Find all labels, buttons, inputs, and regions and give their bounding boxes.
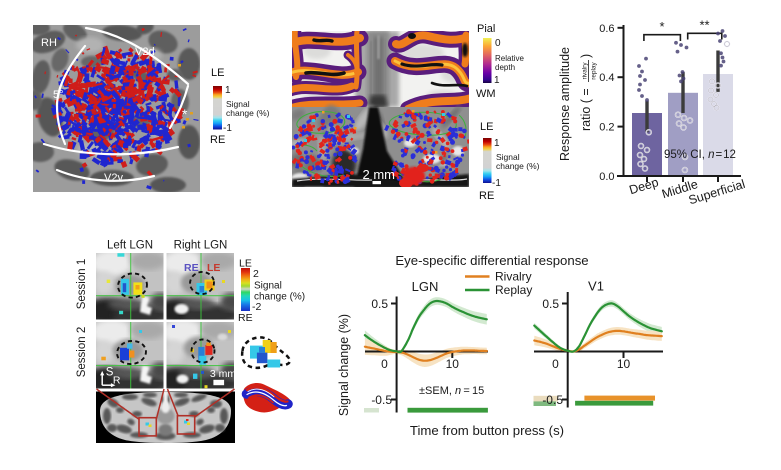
svg-text:RE: RE <box>184 262 199 274</box>
svg-text:V2d: V2d <box>135 46 155 58</box>
svg-text:-2: -2 <box>252 301 261 313</box>
svg-text:-0.5: -0.5 <box>371 393 392 407</box>
svg-text:Signal: Signal <box>496 152 520 162</box>
svg-text:0.0: 0.0 <box>599 171 614 183</box>
svg-text:RE: RE <box>238 312 253 324</box>
svg-text:RH: RH <box>41 37 57 49</box>
svg-text:0: 0 <box>381 357 388 371</box>
svg-text:): ) <box>579 54 593 58</box>
svg-text:1: 1 <box>225 85 231 96</box>
svg-text:Pial: Pial <box>477 23 495 35</box>
svg-text:**: ** <box>699 18 709 33</box>
svg-text:change (%): change (%) <box>254 292 305 303</box>
svg-text:0: 0 <box>495 38 501 49</box>
svg-text:Response amplitude: Response amplitude <box>558 47 572 161</box>
svg-text:WM: WM <box>476 88 496 100</box>
svg-text:0.4: 0.4 <box>599 72 614 84</box>
svg-text:-0.5: -0.5 <box>542 393 563 407</box>
svg-text:0.2: 0.2 <box>599 122 614 134</box>
svg-text:Replay: Replay <box>495 283 532 297</box>
svg-text:95% CI, n = 12: 95% CI, n = 12 <box>664 149 736 161</box>
svg-text:V1: V1 <box>588 279 604 294</box>
svg-text:-1: -1 <box>492 178 501 189</box>
svg-text:ratio ( =: ratio ( = <box>579 88 593 131</box>
svg-text:Session 1: Session 1 <box>76 259 88 310</box>
svg-text:Deep: Deep <box>627 175 660 197</box>
svg-text:10: 10 <box>617 357 631 371</box>
svg-text:Rivalry: Rivalry <box>495 270 532 284</box>
svg-text:Signal: Signal <box>254 281 282 292</box>
svg-text:2: 2 <box>253 268 259 280</box>
svg-text:S: S <box>106 366 114 378</box>
svg-text:LGN: LGN <box>412 279 439 294</box>
svg-text:RE: RE <box>479 190 494 202</box>
svg-text:LE: LE <box>480 121 493 133</box>
svg-text:Eye-specific differential resp: Eye-specific differential response <box>395 253 588 268</box>
svg-text:Signal: Signal <box>226 99 250 109</box>
svg-text:change (%): change (%) <box>226 108 270 118</box>
svg-text:3 mm: 3 mm <box>210 368 237 380</box>
svg-text:LE: LE <box>211 67 224 79</box>
svg-text:Signal change (%): Signal change (%) <box>337 314 351 416</box>
svg-text:Time from button press (s): Time from button press (s) <box>410 423 564 438</box>
svg-text:Left LGN: Left LGN <box>107 240 153 252</box>
svg-text:2 mm: 2 mm <box>363 167 396 182</box>
svg-text:-1: -1 <box>223 123 232 134</box>
svg-text:V2v: V2v <box>104 172 123 184</box>
svg-text:R: R <box>113 375 121 387</box>
svg-text:LE: LE <box>207 262 220 274</box>
svg-text:0.5: 0.5 <box>371 297 388 311</box>
svg-text:*: * <box>182 106 188 122</box>
svg-text:0.6: 0.6 <box>599 23 614 35</box>
svg-text:Right LGN: Right LGN <box>174 240 228 252</box>
svg-text:Relative: Relative <box>495 54 524 63</box>
svg-text:0.5: 0.5 <box>542 297 559 311</box>
svg-text:5°: 5° <box>53 89 64 101</box>
svg-text:RE: RE <box>210 134 225 146</box>
svg-text:*: * <box>659 19 664 34</box>
svg-text:LE: LE <box>239 258 252 270</box>
svg-text:change (%): change (%) <box>496 161 540 171</box>
svg-text:±SEM, n = 15: ±SEM, n = 15 <box>419 385 484 397</box>
svg-text:rivalry: rivalry <box>582 62 589 80</box>
svg-text:1: 1 <box>494 138 500 149</box>
svg-text:1: 1 <box>494 75 500 86</box>
svg-text:10: 10 <box>446 357 460 371</box>
svg-text:Session 2: Session 2 <box>76 327 88 378</box>
svg-text:replay: replay <box>591 61 598 79</box>
svg-text:depth: depth <box>495 63 515 72</box>
svg-text:0: 0 <box>552 357 559 371</box>
